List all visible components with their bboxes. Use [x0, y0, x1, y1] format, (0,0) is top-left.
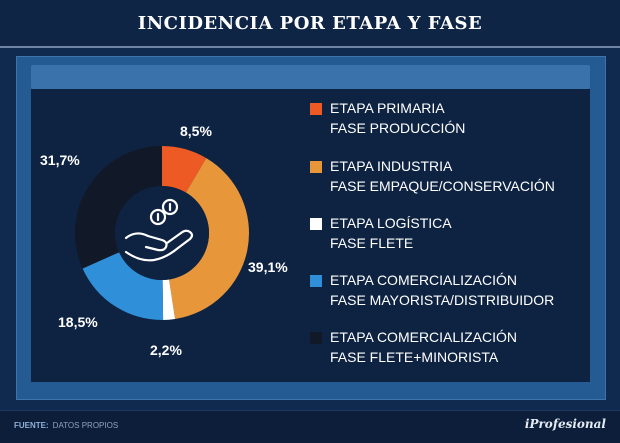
legend-line1: ETAPA LOGÍSTICA	[330, 215, 452, 231]
slice-industria	[169, 158, 249, 320]
legend-line1: ETAPA COMERCIALIZACIÓN	[330, 272, 517, 288]
hand-coins-icon	[124, 198, 194, 262]
slice-minorista	[75, 146, 162, 269]
legend-swatch	[310, 103, 322, 115]
legend-line2: FASE EMPAQUE/CONSERVACIÓN	[330, 178, 555, 194]
legend-item: ETAPA PRIMARIA FASE PRODUCCIÓN	[310, 98, 600, 144]
data-label-logistica: 2,2%	[150, 342, 182, 358]
data-label-minorista: 31,7%	[40, 152, 80, 168]
data-label-primaria: 8,5%	[180, 123, 212, 139]
panel-header-strip	[31, 65, 590, 89]
legend-line1: ETAPA COMERCIALIZACIÓN	[330, 329, 517, 345]
legend-line1: ETAPA INDUSTRIA	[330, 158, 453, 174]
source-label: FUENTE:	[14, 421, 49, 430]
legend-line1: ETAPA PRIMARIA	[330, 100, 445, 116]
source-note: FUENTE: DATOS PROPIOS	[14, 421, 118, 430]
slice-logistica	[162, 279, 176, 320]
legend-item: ETAPA LOGÍSTICA FASE FLETE	[310, 213, 600, 259]
slice-primaria	[162, 146, 207, 193]
legend-swatch	[310, 275, 322, 287]
title-bar: INCIDENCIA POR ETAPA Y FASE	[0, 0, 620, 48]
legend-line2: FASE MAYORISTA/DISTRIBUIDOR	[330, 292, 555, 308]
source-value: DATOS PROPIOS	[52, 421, 119, 430]
legend-item: ETAPA COMERCIALIZACIÓN FASE FLETE+MINORI…	[310, 327, 600, 373]
donut-center	[115, 186, 209, 280]
data-label-industria: 39,1%	[248, 259, 288, 275]
chart-title: INCIDENCIA POR ETAPA Y FASE	[137, 12, 483, 34]
legend-line2: FASE PRODUCCIÓN	[330, 120, 466, 136]
legend-swatch	[310, 161, 322, 173]
legend-line2: FASE FLETE	[330, 235, 414, 251]
legend-item: ETAPA INDUSTRIA FASE EMPAQUE/CONSERVACIÓ…	[310, 156, 600, 202]
legend-swatch	[310, 332, 322, 344]
legend-item: ETAPA COMERCIALIZACIÓN FASE MAYORISTA/DI…	[310, 270, 600, 316]
footer-bar	[0, 410, 620, 443]
slice-mayorista	[82, 252, 164, 320]
legend-swatch	[310, 218, 322, 230]
data-label-mayorista: 18,5%	[58, 314, 98, 330]
legend-line2: FASE FLETE+MINORISTA	[330, 349, 499, 365]
brand-logo: iProfesional	[524, 417, 606, 431]
